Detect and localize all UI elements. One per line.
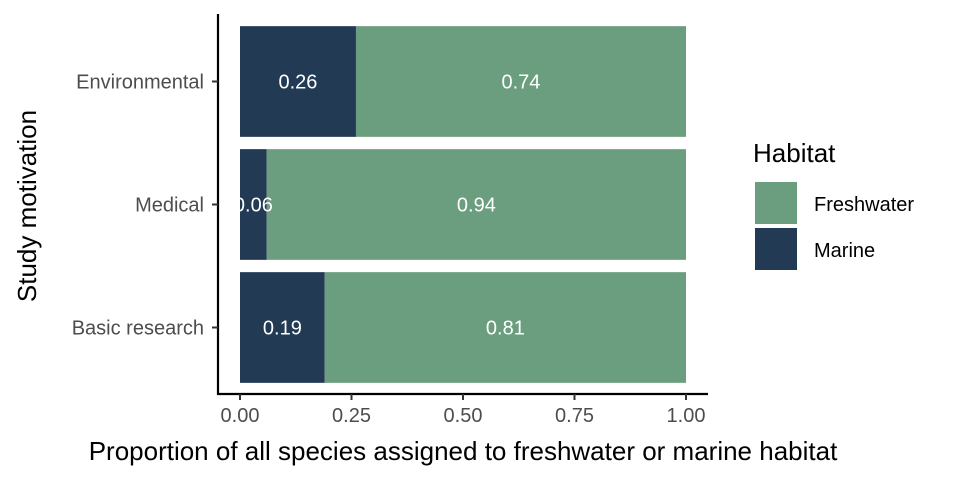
legend-swatch-freshwater (755, 182, 797, 224)
y-axis-title: Study motivation (12, 110, 42, 302)
legend-label-marine: Marine (814, 240, 875, 262)
bar-freshwater-medical (266, 149, 686, 260)
bar-marine-environmental (240, 26, 356, 137)
bar-label-freshwater-environmental: 0.74 (502, 72, 541, 94)
x-tick-label: 0.50 (444, 405, 483, 427)
bar-label-freshwater-basic-research: 0.81 (486, 318, 525, 340)
bars-layer (240, 26, 686, 383)
bar-marine-basic-research (240, 272, 325, 383)
x-tick-label: 0.75 (555, 405, 594, 427)
x-axis-ticks: 0.00 0.25 0.50 0.75 1.00 (221, 394, 706, 427)
legend: Habitat Freshwater Marine (753, 138, 914, 270)
bar-label-marine-environmental: 0.26 (279, 72, 318, 94)
x-tick-label: 1.00 (667, 405, 706, 427)
bar-freshwater-basic-research (324, 272, 686, 383)
bar-label-marine-medical: 0.06 (234, 195, 273, 217)
bar-label-freshwater-medical: 0.94 (457, 195, 496, 217)
y-tick-label: Basic research (72, 318, 204, 340)
bar-labels-layer: 0.19 0.81 0.06 0.94 0.26 0.74 (234, 72, 541, 340)
bar-marine-medical (240, 149, 267, 260)
bar-label-marine-basic-research: 0.19 (263, 318, 302, 340)
x-axis-title: Proportion of all species assigned to fr… (89, 436, 838, 466)
legend-title: Habitat (753, 138, 836, 168)
x-tick-label: 0.25 (332, 405, 371, 427)
y-tick-label: Medical (135, 195, 204, 217)
y-axis-ticks: Basic research Medical Environmental (72, 72, 218, 340)
x-tick-label: 0.00 (221, 405, 260, 427)
legend-swatch-marine (755, 228, 797, 270)
bar-freshwater-environmental (355, 26, 686, 137)
legend-label-freshwater: Freshwater (814, 194, 914, 216)
y-tick-label: Environmental (76, 72, 204, 94)
